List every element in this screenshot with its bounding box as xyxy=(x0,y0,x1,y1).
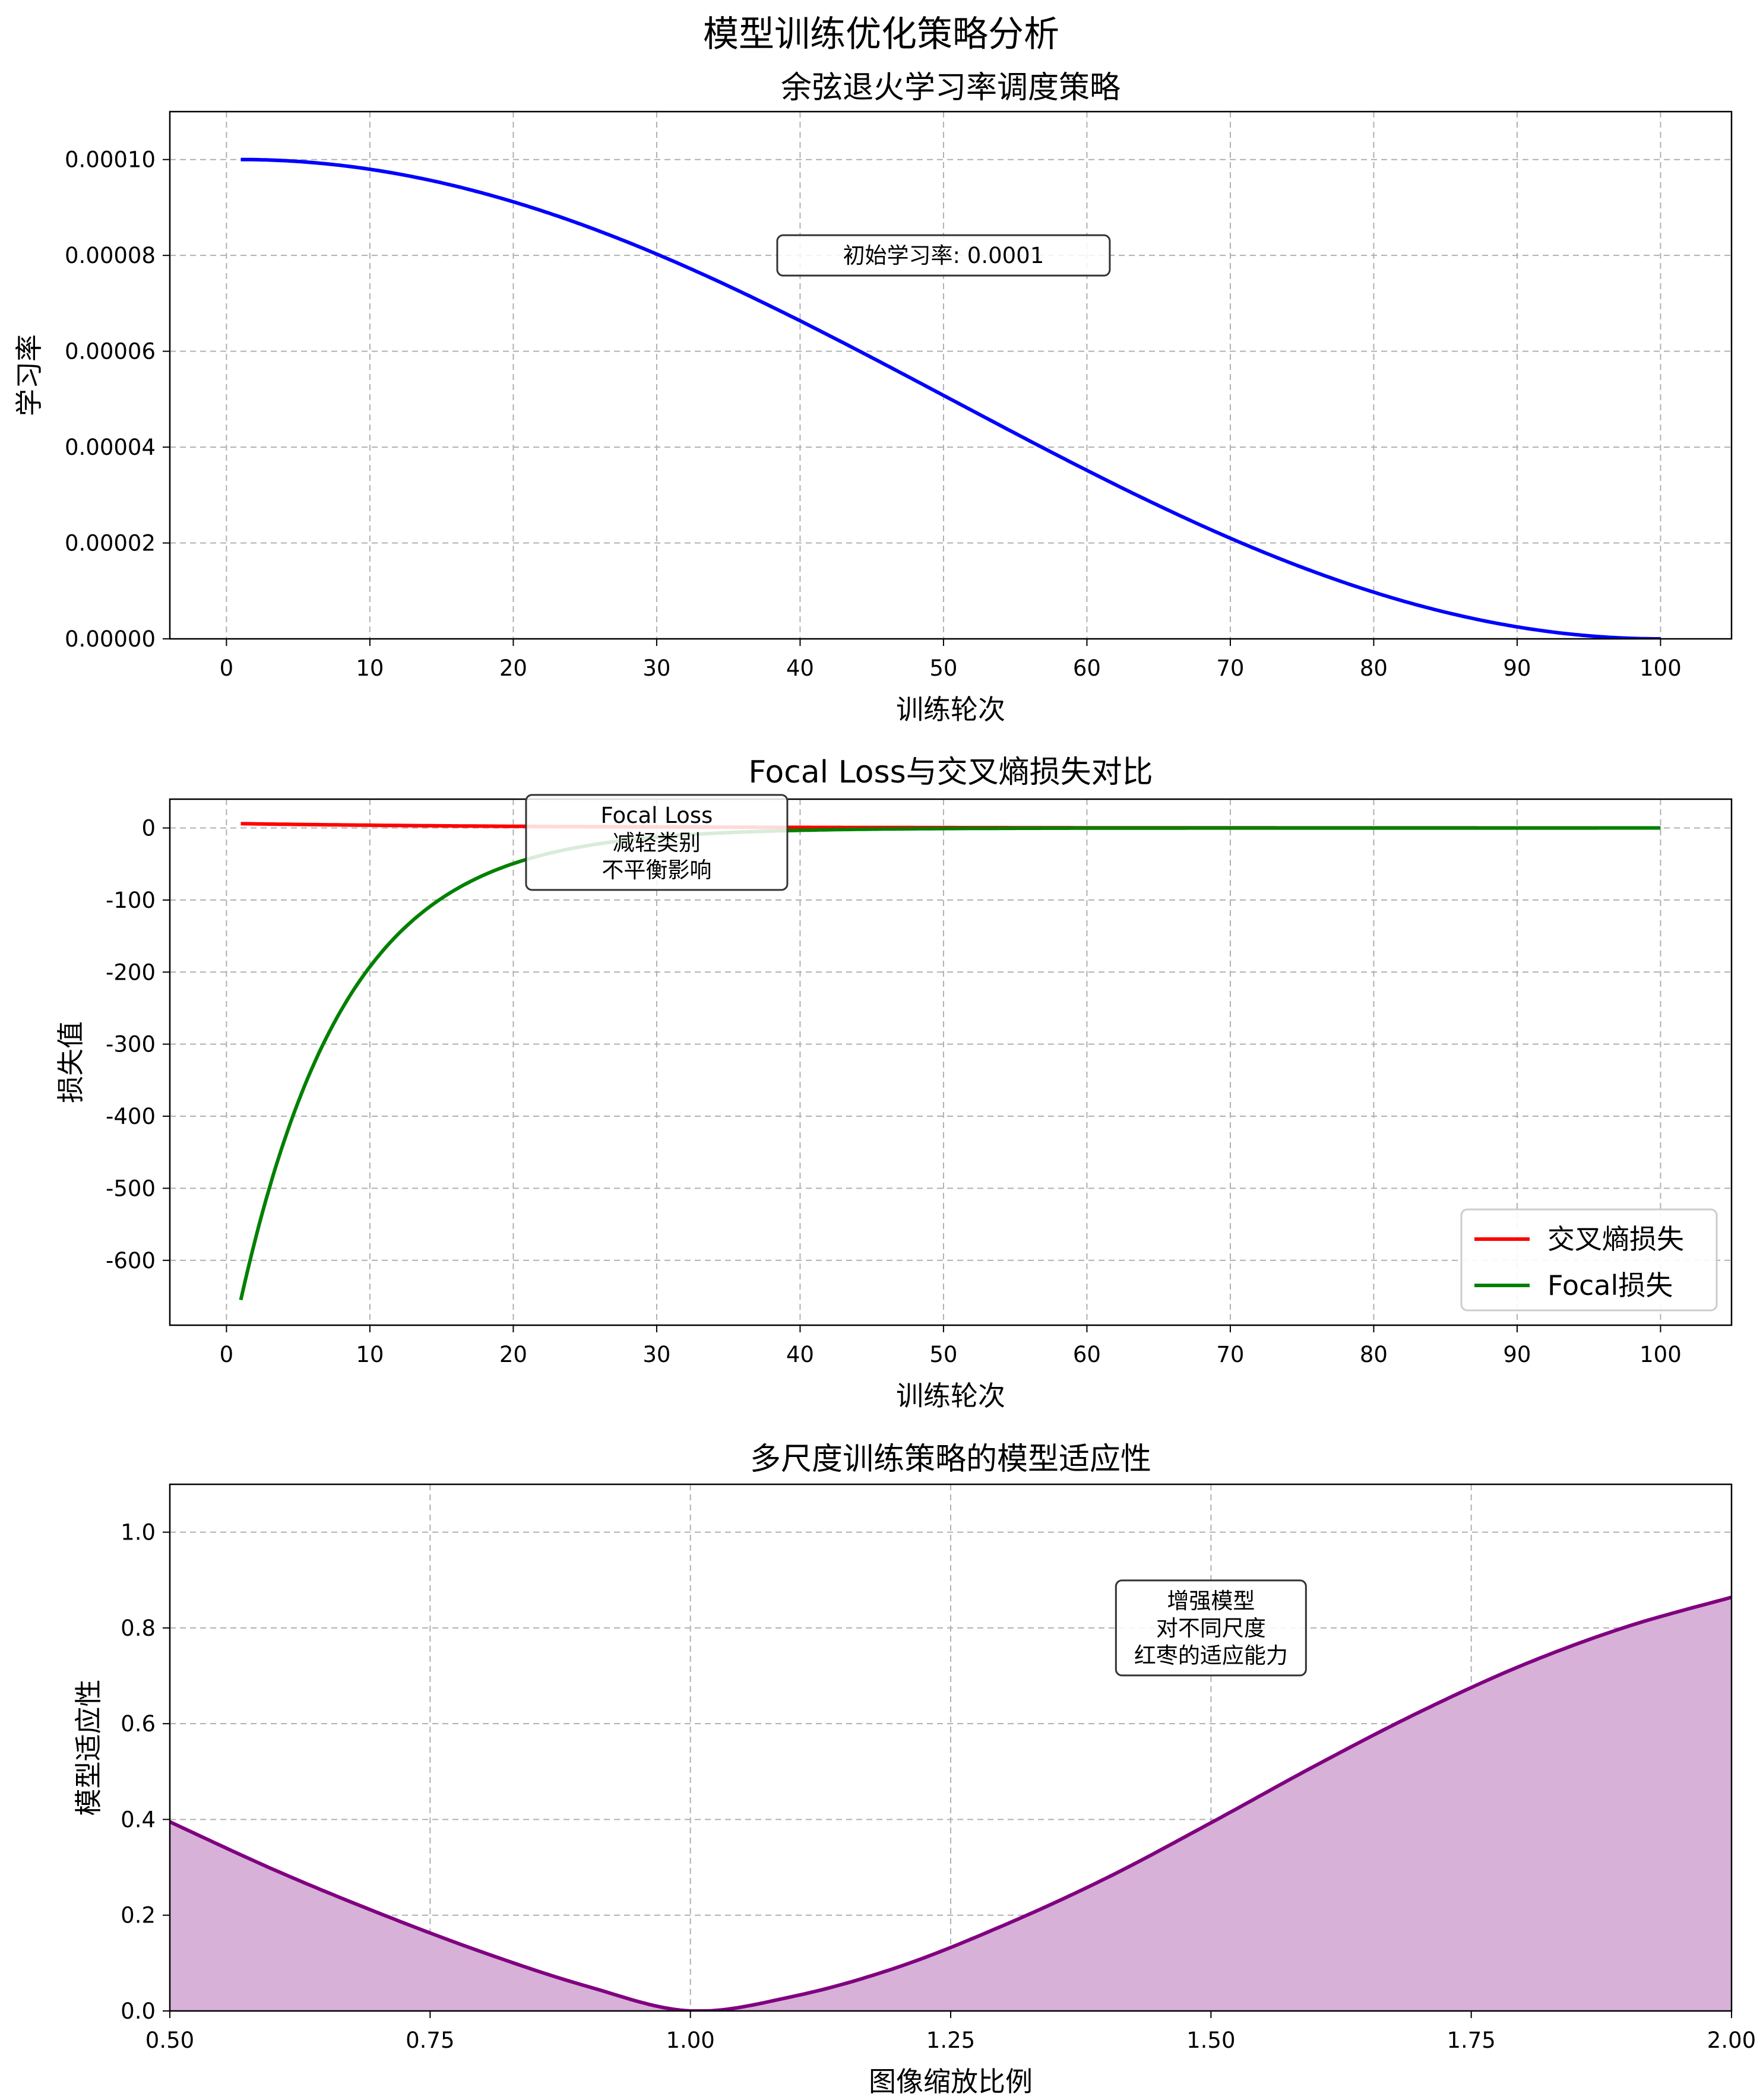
series-line-Focal损失 xyxy=(239,826,1661,1301)
x-tick-label: 80 xyxy=(1360,655,1388,681)
x-tick-label: 70 xyxy=(1216,1342,1244,1367)
x-tick-label: 1.50 xyxy=(1186,2028,1235,2053)
annotation-frame xyxy=(525,794,789,891)
legend-label: 交叉熵损失 xyxy=(1547,1223,1684,1255)
y-tick-label: 0 xyxy=(141,816,156,841)
x-tick-label: 50 xyxy=(929,1342,957,1367)
y-tick-label: 0.6 xyxy=(121,1711,156,1737)
y-tick-label: -400 xyxy=(106,1104,156,1129)
x-tick-label: 40 xyxy=(786,655,814,681)
y-tick-label: 0.0 xyxy=(121,1998,156,2024)
x-tick-label: 60 xyxy=(1073,1342,1101,1367)
x-tick-label: 20 xyxy=(499,655,527,681)
x-tick-label: 1.75 xyxy=(1447,2028,1495,2053)
annotation-text: 增强模型 xyxy=(1167,1588,1255,1614)
x-tick-label: 0 xyxy=(220,1342,234,1367)
x-tick-label: 10 xyxy=(356,655,384,681)
y-axis-label: 学习率 xyxy=(13,334,45,416)
figure-title: 模型训练优化策略分析 xyxy=(703,14,1059,55)
y-tick-label: 0.00008 xyxy=(65,243,156,268)
x-axis-label: 训练轮次 xyxy=(896,1380,1005,1412)
x-tick-label: 100 xyxy=(1639,655,1682,681)
axes-frame xyxy=(169,110,1733,640)
x-tick-label: 50 xyxy=(929,655,957,681)
panel-learning-rate: 0 10 20 30 40 50 60 70 80 90 100 0.00000 0.00002 0.00… xyxy=(13,70,1733,726)
x-tick-label: 30 xyxy=(642,1342,670,1367)
annotation-frame xyxy=(776,234,1111,277)
annotation-text: Focal Loss xyxy=(601,803,713,828)
series-line-curve xyxy=(170,1595,1732,2011)
chart-title: Focal Loss与交叉熵损失对比 xyxy=(748,755,1153,790)
x-tick-label: 0.75 xyxy=(406,2028,454,2053)
x-tick-label: 60 xyxy=(1073,655,1101,681)
annotation-text: 初始学习率: 0.0001 xyxy=(843,243,1044,268)
legend: 交叉熵损失 Focal损失 xyxy=(1460,1208,1718,1312)
y-axis-label: 损失值 xyxy=(55,1021,87,1103)
annotation-frame xyxy=(1115,1579,1307,1677)
y-tick-label: -300 xyxy=(106,1032,156,1057)
y-tick-label: 0.00010 xyxy=(65,147,156,173)
y-tick-label: -100 xyxy=(106,888,156,913)
y-tick-label: 0.4 xyxy=(121,1807,156,1832)
x-axis-label: 图像缩放比例 xyxy=(869,2066,1033,2098)
chart-title: 余弦退火学习率调度策略 xyxy=(781,70,1121,106)
x-tick-label: 1.00 xyxy=(666,2028,714,2053)
y-tick-label: 0.00000 xyxy=(65,626,156,652)
x-tick-label: 90 xyxy=(1503,1342,1531,1367)
x-axis-label: 训练轮次 xyxy=(896,693,1005,726)
y-tick-label: 0.2 xyxy=(121,1903,156,1928)
series-line-curve xyxy=(240,157,1661,639)
x-tick-label: 100 xyxy=(1639,1342,1682,1367)
panel-loss-comparison: 0 10 20 30 40 50 60 70 80 90 100 0 -100 -200 -300 -400 -… xyxy=(55,755,1733,1412)
annotation-text: 对不同尺度 xyxy=(1156,1616,1266,1641)
x-tick-label: 0 xyxy=(220,655,234,681)
y-tick-label: -500 xyxy=(106,1176,156,1201)
x-tick-label: 80 xyxy=(1360,1342,1388,1367)
y-tick-label: 0.00006 xyxy=(65,339,156,365)
annotation-text: 减轻类别 xyxy=(613,830,701,856)
x-tick-label: 2.00 xyxy=(1707,2028,1756,2053)
x-tick-label: 1.25 xyxy=(926,2028,975,2053)
y-axis-label: 模型适应性 xyxy=(72,1680,105,1816)
y-tick-label: 0.00004 xyxy=(65,435,156,460)
series-area-fill xyxy=(170,1597,1732,2011)
x-tick-label: 30 xyxy=(642,655,670,681)
x-tick-label: 0.50 xyxy=(145,2028,194,2053)
y-tick-label: -600 xyxy=(106,1248,156,1274)
axes-frame xyxy=(169,798,1733,1326)
y-tick-label: -200 xyxy=(106,959,156,985)
x-tick-label: 90 xyxy=(1503,655,1531,681)
panel-multiscale: 0.50 0.75 1.00 1.25 1.50 1.75 2.00 0.0 0.2 0.4 0.6… xyxy=(72,1442,1756,2098)
x-tick-label: 40 xyxy=(786,1342,814,1367)
annotation-text: 红枣的适应能力 xyxy=(1134,1643,1288,1668)
y-tick-label: 0.00002 xyxy=(65,531,156,556)
annotation-text: 不平衡影响 xyxy=(602,857,711,883)
legend-label: Focal损失 xyxy=(1547,1269,1673,1301)
x-tick-label: 70 xyxy=(1216,655,1244,681)
x-tick-label: 20 xyxy=(499,1342,527,1367)
y-tick-label: 0.8 xyxy=(121,1616,156,1641)
chart-title: 多尺度训练策略的模型适应性 xyxy=(750,1442,1151,1477)
y-tick-label: 1.0 xyxy=(121,1520,156,1545)
x-tick-label: 10 xyxy=(356,1342,384,1367)
annotation-box: 初始学习率: 0.0001 xyxy=(776,234,1111,277)
